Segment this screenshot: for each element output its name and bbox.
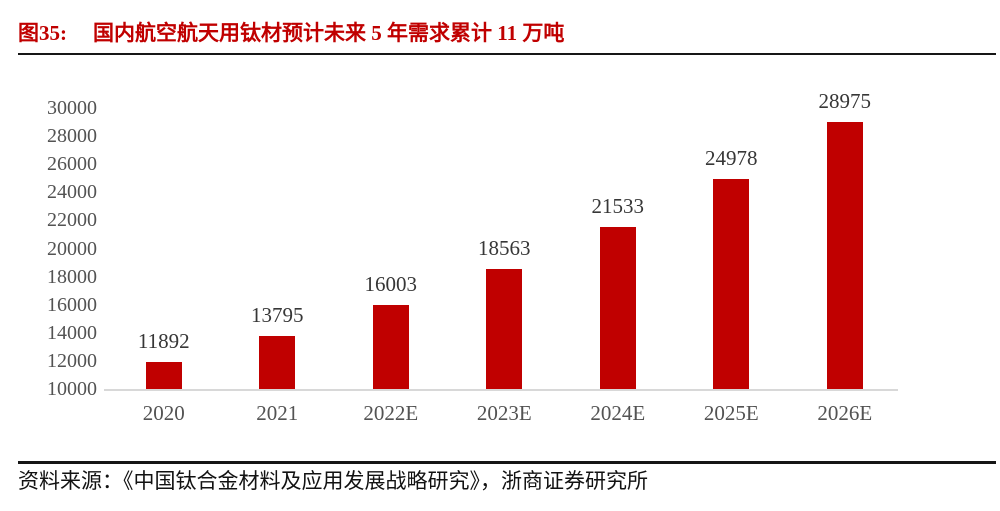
bar [713,178,750,389]
bar-value-label: 28975 [818,89,872,114]
bar [145,362,182,389]
source-note: 资料来源：《中国钛合金材料及应用发展战略研究》，浙商证券研究所 [18,469,648,493]
x-axis-category-label: 2026E [817,401,873,425]
x-axis-category-label: 2025E [703,401,759,425]
bar-value-label: 24978 [705,145,758,170]
x-axis-baseline [104,388,898,391]
bar [826,122,863,389]
footer-divider [18,461,996,464]
figure-title: 图35: 国内航空航天用钛材预计未来 5 年需求累计 11 万吨 [18,17,564,47]
x-axis-category-label: 2020 [142,401,185,425]
y-axis-tick-label: 10000 [47,378,97,400]
y-axis-tick-label: 18000 [47,265,97,288]
bar [372,304,409,389]
y-axis-tick-label: 28000 [47,125,97,148]
bar-value-label: 13795 [251,302,304,327]
y-axis-tick-label: 24000 [47,181,97,204]
y-axis-tick-label: 12000 [47,349,97,372]
figure-number: 图35: [18,21,67,45]
x-axis-category-label: 2023E [476,401,532,425]
y-axis-tick-label: 22000 [47,209,97,232]
y-axis-tick-label: 26000 [47,153,97,176]
x-axis-category-label: 2024E [590,401,646,425]
bar-value-label: 16003 [364,271,418,296]
bar-value-label: 21533 [591,193,645,218]
y-axis-tick-label: 16000 [47,293,97,316]
figure-title-text: 国内航空航天用钛材预计未来 5 年需求累计 11 万吨 [93,21,565,45]
bar-value-label: 11892 [137,329,190,354]
bar-value-label: 18563 [478,235,531,260]
y-axis-tick-label: 14000 [47,321,97,344]
bar [486,268,523,389]
bar [599,226,636,389]
x-axis-category-label: 2021 [256,401,299,425]
x-axis-category-label: 2022E [363,401,419,425]
y-axis-tick-label: 30000 [47,97,97,119]
title-divider [18,53,996,55]
bar [259,335,296,389]
y-axis-tick-label: 20000 [47,237,97,260]
